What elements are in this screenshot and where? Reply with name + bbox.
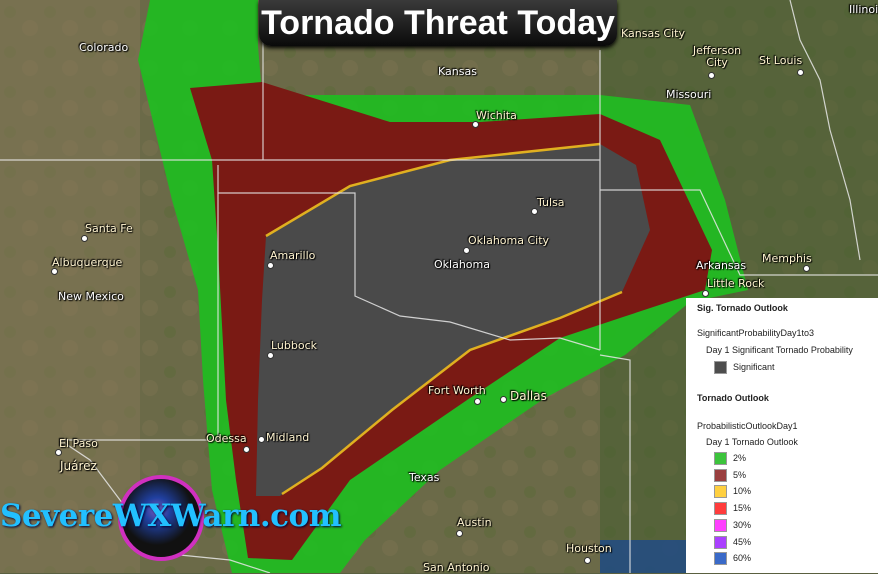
city-label: Houston [566, 542, 612, 555]
city-label: San Antonio [423, 561, 490, 574]
city-label: Wichita [476, 109, 517, 122]
city-label: Midland [266, 431, 310, 444]
city-dot [267, 262, 274, 269]
city-dot [531, 208, 538, 215]
legend-layer: ProbabilisticOutlookDay1 [697, 421, 798, 431]
legend-sub: Day 1 Tornado Outlook [706, 437, 798, 447]
state-label: Kansas [438, 65, 477, 78]
radar-logo [118, 475, 204, 561]
legend-item-label: 60% [733, 553, 752, 564]
city-dot [803, 265, 810, 272]
city-label: Dallas [510, 389, 547, 403]
city-label: Amarillo [270, 249, 316, 262]
city-label: Odessa [206, 432, 247, 445]
map-title: Tornado Threat Today [259, 0, 617, 46]
city-label: Fort Worth [428, 384, 486, 397]
legend-swatch [714, 452, 727, 465]
state-label: Illinois [849, 3, 878, 16]
city-label: Juárez [60, 459, 97, 473]
city-dot [702, 290, 709, 297]
city-label: Memphis [762, 252, 812, 265]
legend-sub-sig: Day 1 Significant Tornado Probability [706, 345, 853, 355]
city-dot [267, 352, 274, 359]
state-label: Colorado [79, 41, 129, 54]
city-dot [708, 72, 715, 79]
city-dot [472, 121, 479, 128]
city-dot [51, 268, 58, 275]
legend-swatch [714, 361, 727, 374]
city-label: El Paso [59, 437, 98, 450]
legend-item-label: 5% [733, 469, 747, 480]
state-label: Arkansas [696, 259, 747, 272]
legend-heading: Tornado Outlook [697, 393, 769, 403]
city-dot [797, 69, 804, 76]
state-label: Texas [409, 471, 440, 484]
state-label: Oklahoma [434, 258, 490, 271]
city-label: Little Rock [707, 277, 765, 290]
city-label: Jefferson City [692, 44, 742, 69]
city-dot [456, 530, 463, 537]
legend-item-label: Significant [733, 362, 775, 372]
legend-item-label: 10% [733, 486, 752, 497]
legend-item-label: 15% [733, 503, 752, 514]
state-label: New Mexico [58, 290, 124, 303]
city-label: Oklahoma City [468, 234, 550, 247]
city-label: Austin [457, 516, 492, 529]
city-label: Albuquerque [52, 256, 123, 269]
legend-item-label: 30% [733, 519, 752, 530]
gulf-of-mexico [600, 540, 700, 573]
city-dot [81, 235, 88, 242]
city-dot [584, 557, 591, 564]
legend-swatch [714, 502, 727, 516]
legend-swatch [714, 535, 727, 549]
legend-swatch [714, 468, 727, 482]
legend-swatch [714, 485, 727, 499]
legend-heading-sig: Sig. Tornado Outlook [697, 303, 788, 313]
city-dot [474, 398, 481, 405]
city-label: Santa Fe [85, 222, 133, 235]
legend-panel: Sig. Tornado Outlook SignificantProbabil… [686, 298, 878, 573]
outlook-10pct-edge [281, 290, 623, 496]
city-label: Kansas City [621, 27, 685, 40]
legend-swatch [714, 552, 727, 566]
state-label: Missouri [666, 88, 712, 101]
city-dot [500, 396, 507, 403]
legend-layer-sig: SignificantProbabilityDay1to3 [697, 328, 815, 338]
city-dot [463, 247, 470, 254]
city-label: Lubbock [271, 339, 318, 352]
legend-swatch [714, 518, 727, 532]
brand-watermark: SevereWXWarn.com [0, 498, 342, 534]
city-dot [55, 449, 62, 456]
outlook-10pct-edge [265, 142, 601, 238]
city-label: St Louis [759, 54, 803, 67]
city-label: Tulsa [537, 196, 565, 209]
city-dot [258, 436, 265, 443]
city-dot [243, 446, 250, 453]
legend-item-label: 2% [733, 453, 747, 463]
legend-item-label: 45% [733, 536, 752, 547]
